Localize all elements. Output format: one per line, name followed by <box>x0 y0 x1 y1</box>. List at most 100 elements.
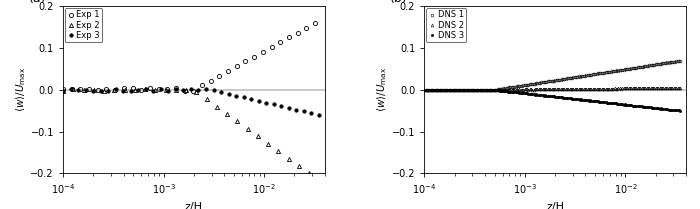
Y-axis label: $\langle w\rangle/U_\mathrm{max}$: $\langle w\rangle/U_\mathrm{max}$ <box>375 67 389 112</box>
Exp 2 <box>110 88 118 91</box>
Exp 2 <box>223 113 231 115</box>
DNS 3 <box>430 89 439 91</box>
Exp 3 <box>66 88 75 91</box>
Exp 2 <box>213 105 221 108</box>
Exp 1 <box>172 86 180 89</box>
Exp 3 <box>89 89 97 92</box>
Exp 3 <box>172 87 180 90</box>
Y-axis label: $\langle w\rangle/U_\mathrm{max}$: $\langle w\rangle/U_\mathrm{max}$ <box>14 67 28 112</box>
DNS 3 <box>676 110 685 112</box>
Line: Exp 2: Exp 2 <box>61 87 312 176</box>
Exp 1 <box>120 87 128 89</box>
Exp 1 <box>302 27 311 29</box>
Exp 2 <box>172 89 180 92</box>
Exp 1 <box>76 88 85 90</box>
Text: (a): (a) <box>29 0 46 5</box>
DNS 2 <box>664 87 673 89</box>
Line: DNS 2: DNS 2 <box>423 86 682 91</box>
Exp 3 <box>149 90 158 92</box>
Exp 2 <box>90 89 98 91</box>
Exp 2 <box>131 88 139 91</box>
DNS 1 <box>469 89 477 91</box>
Exp 2 <box>100 90 108 93</box>
Exp 2 <box>192 90 200 93</box>
Exp 1 <box>285 36 293 39</box>
Line: Exp 3: Exp 3 <box>62 87 321 117</box>
DNS 2 <box>435 89 444 91</box>
Exp 3 <box>134 89 143 92</box>
Exp 1 <box>250 55 258 58</box>
Line: Exp 1: Exp 1 <box>61 21 317 93</box>
Exp 3 <box>247 98 256 100</box>
Exp 1 <box>215 75 223 77</box>
Exp 1 <box>311 22 319 24</box>
DNS 2 <box>420 89 428 91</box>
DNS 3 <box>488 89 496 91</box>
Exp 3 <box>285 107 293 109</box>
Exp 3 <box>97 89 105 92</box>
Exp 1 <box>276 41 284 43</box>
Exp 3 <box>74 89 83 92</box>
DNS 3 <box>420 89 428 91</box>
DNS 1 <box>489 88 498 91</box>
Exp 3 <box>300 110 308 113</box>
X-axis label: z/H: z/H <box>546 202 564 209</box>
Exp 1 <box>85 88 93 90</box>
Exp 3 <box>277 105 286 107</box>
DNS 3 <box>435 89 444 91</box>
Exp 2 <box>202 98 211 100</box>
Exp 2 <box>69 88 78 90</box>
Exp 2 <box>295 165 303 167</box>
Exp 2 <box>253 135 262 138</box>
Exp 1 <box>189 90 197 92</box>
DNS 3 <box>655 107 664 110</box>
Exp 3 <box>127 89 135 92</box>
Exp 3 <box>157 88 165 90</box>
DNS 1 <box>430 88 439 91</box>
Exp 2 <box>182 88 190 91</box>
Exp 3 <box>111 88 120 91</box>
Exp 3 <box>307 112 316 115</box>
Exp 1 <box>146 87 154 89</box>
X-axis label: z/H: z/H <box>185 202 203 209</box>
Exp 2 <box>305 172 314 175</box>
Exp 1 <box>267 46 276 48</box>
Exp 3 <box>209 89 218 92</box>
Exp 3 <box>119 89 127 92</box>
Line: DNS 1: DNS 1 <box>423 59 682 92</box>
DNS 1 <box>664 61 673 64</box>
Exp 3 <box>59 89 67 92</box>
Exp 3 <box>217 91 225 93</box>
Exp 3 <box>270 103 278 106</box>
Exp 3 <box>104 90 113 92</box>
DNS 1 <box>437 88 445 91</box>
DNS 3 <box>489 88 498 91</box>
Exp 1 <box>67 87 76 90</box>
Exp 3 <box>179 89 188 91</box>
Exp 2 <box>59 89 67 92</box>
Exp 1 <box>128 86 136 89</box>
Legend: DNS 1, DNS 2, DNS 3: DNS 1, DNS 2, DNS 3 <box>426 8 466 42</box>
DNS 1 <box>676 59 685 62</box>
Exp 1 <box>232 65 241 68</box>
Exp 2 <box>141 88 149 90</box>
DNS 2 <box>676 87 685 89</box>
DNS 1 <box>420 89 428 91</box>
Exp 3 <box>81 89 90 91</box>
Exp 1 <box>59 88 67 90</box>
DNS 2 <box>469 89 477 91</box>
Exp 3 <box>255 100 263 102</box>
Exp 1 <box>293 31 302 34</box>
Exp 3 <box>202 88 210 90</box>
Exp 2 <box>120 88 129 91</box>
Exp 3 <box>315 114 323 116</box>
Exp 3 <box>195 88 203 91</box>
Exp 2 <box>274 150 283 152</box>
Exp 2 <box>264 143 272 145</box>
Exp 2 <box>233 120 242 123</box>
Exp 1 <box>155 88 163 90</box>
Exp 2 <box>162 89 170 92</box>
Exp 3 <box>225 93 233 95</box>
Exp 3 <box>187 87 195 90</box>
Text: (b): (b) <box>390 0 408 5</box>
